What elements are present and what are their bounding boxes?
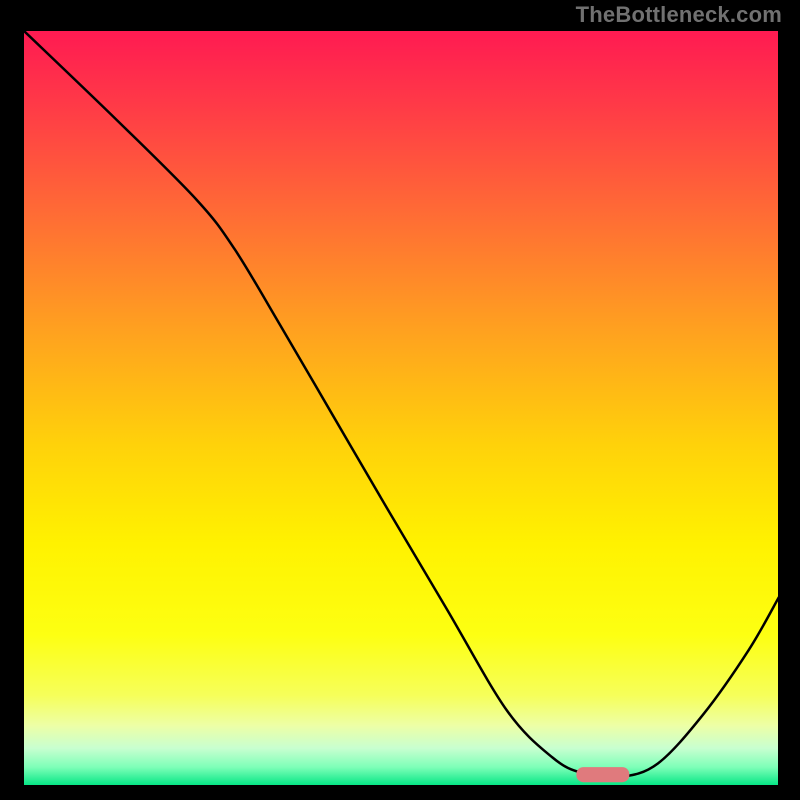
plot-background [23, 30, 779, 786]
bottleneck-chart [0, 0, 800, 800]
optimal-marker [576, 767, 629, 782]
